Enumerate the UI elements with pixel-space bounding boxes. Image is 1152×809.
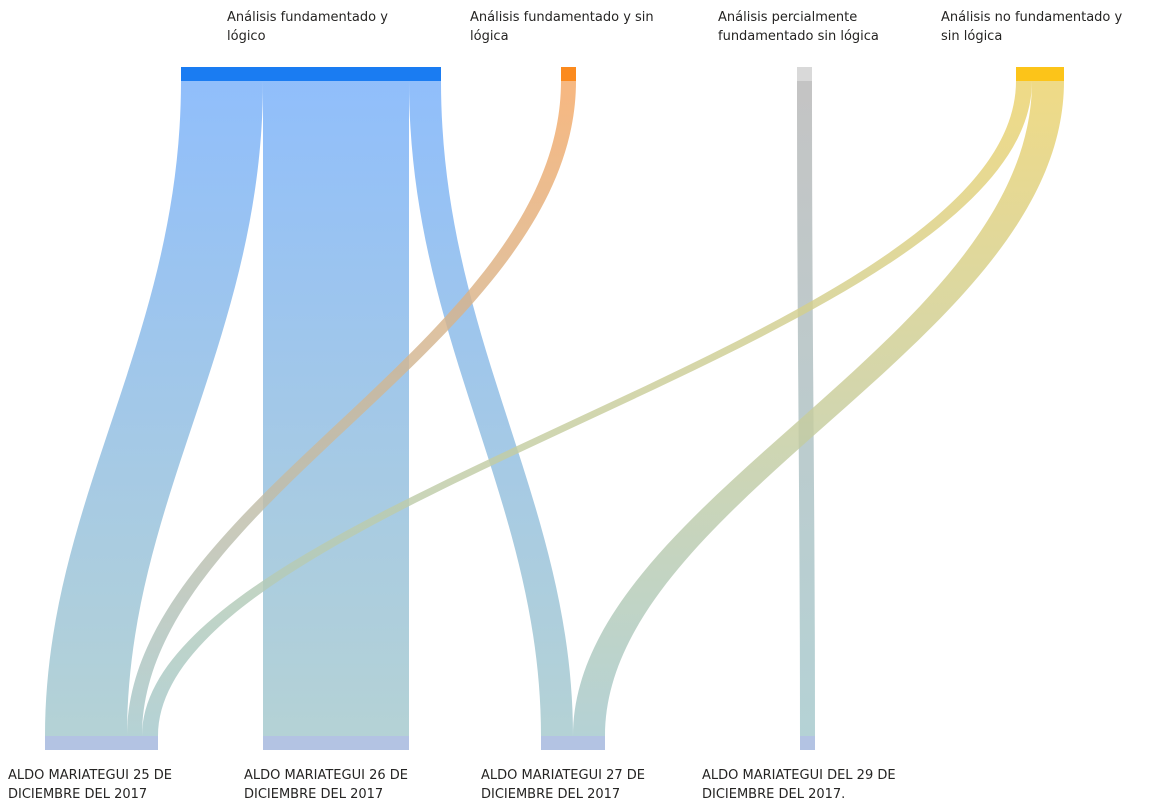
target-node-t3[interactable] [541, 736, 605, 750]
source-label-s1: Análisis fundamentado y lógico [227, 10, 388, 44]
source-label-s4: Análisis no fundamentado y sin lógica [941, 10, 1123, 44]
source-node-s4[interactable] [1016, 67, 1064, 81]
link-s3-t4[interactable] [797, 81, 815, 736]
target-label-t4: ALDO MARIATEGUI DEL 29 DE DICIEMBRE DEL … [702, 768, 896, 802]
links-layer [45, 81, 1064, 736]
link-s1-t2[interactable] [263, 81, 409, 736]
target-node-t2[interactable] [263, 736, 409, 750]
target-label-t3: ALDO MARIATEGUI 27 DE DICIEMBRE DEL 2017 [481, 768, 645, 802]
source-label-s3: Análisis percialmente fundamentado sin l… [718, 10, 879, 44]
target-node-t1[interactable] [45, 736, 158, 750]
link-s1-t3[interactable] [409, 81, 573, 736]
source-node-s1[interactable] [181, 67, 441, 81]
source-node-s2[interactable] [561, 67, 576, 81]
link-s1-t1[interactable] [45, 81, 263, 736]
source-label-s2: Análisis fundamentado y sin lógica [470, 10, 654, 44]
nodes-layer [45, 67, 1064, 750]
link-s4-t3[interactable] [573, 81, 1064, 736]
source-node-s3[interactable] [797, 67, 812, 81]
target-node-t4[interactable] [800, 736, 815, 750]
target-label-t1: ALDO MARIATEGUI 25 DE DICIEMBRE DEL 2017 [8, 768, 172, 802]
target-label-t2: ALDO MARIATEGUI 26 DE DICIEMBRE DEL 2017 [244, 768, 408, 802]
